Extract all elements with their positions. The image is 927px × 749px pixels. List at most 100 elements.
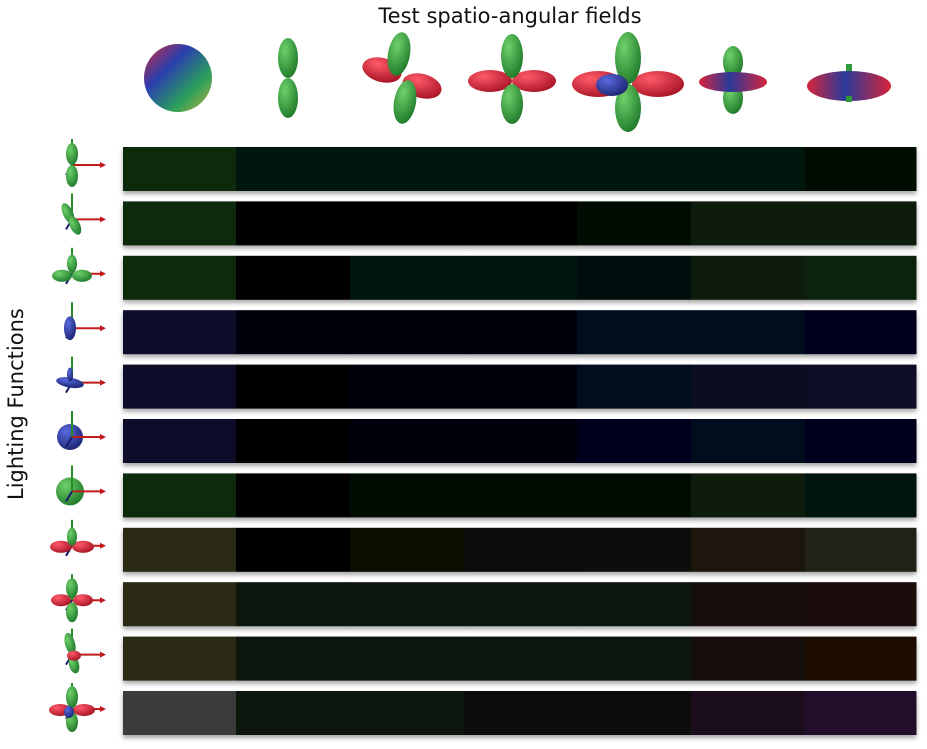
grid-cell bbox=[805, 527, 917, 572]
light-clover-icon bbox=[51, 574, 106, 623]
grid-cell bbox=[350, 473, 465, 518]
lobe-ring-icon bbox=[699, 46, 767, 114]
quadrupole-blue-core-icon bbox=[572, 32, 684, 132]
grid-cell bbox=[577, 147, 692, 191]
grid-cell bbox=[805, 419, 917, 463]
grid-cell bbox=[464, 201, 578, 246]
grid-row bbox=[123, 582, 917, 627]
torus-icon bbox=[807, 64, 891, 102]
grid-cell bbox=[123, 473, 237, 518]
grid-cell bbox=[691, 527, 806, 572]
grid-cell bbox=[577, 582, 692, 627]
light-dipole-tilted-icon bbox=[61, 193, 106, 235]
grid-cell bbox=[123, 147, 237, 191]
grid-row bbox=[123, 419, 917, 463]
grid-cell bbox=[236, 255, 351, 300]
grid-cell bbox=[464, 473, 578, 518]
grid-cell bbox=[464, 636, 578, 681]
grid-cell bbox=[805, 147, 917, 191]
grid-cell bbox=[123, 201, 237, 246]
grid-cell bbox=[691, 364, 806, 409]
grid-row bbox=[123, 527, 917, 572]
grid-cell bbox=[123, 636, 237, 681]
grid-cell bbox=[577, 419, 692, 463]
grid-cell bbox=[350, 419, 465, 463]
grid-cell bbox=[464, 364, 578, 409]
grid-row bbox=[123, 691, 917, 735]
grid-cell bbox=[236, 636, 351, 681]
grid-cell bbox=[577, 473, 692, 518]
grid-cell bbox=[691, 255, 806, 300]
grid-cell bbox=[123, 582, 237, 627]
grid-cell bbox=[236, 527, 351, 572]
grid-cell bbox=[464, 582, 578, 627]
grid-cell bbox=[577, 310, 692, 355]
grid-cell bbox=[805, 310, 917, 355]
light-rgb-clover-icon bbox=[49, 683, 106, 732]
grid-cell bbox=[691, 636, 806, 681]
grid-cell bbox=[350, 691, 465, 735]
light-rg-tilted-icon bbox=[64, 628, 106, 674]
grid-cell bbox=[464, 527, 578, 572]
grid-cell bbox=[577, 527, 692, 572]
grid-cell bbox=[691, 419, 806, 463]
grid-row bbox=[123, 255, 917, 300]
grid-cell bbox=[691, 201, 806, 246]
light-lobes-icon bbox=[52, 247, 106, 285]
grid-cell bbox=[236, 582, 351, 627]
grid-row bbox=[123, 310, 917, 355]
light-blue-sphere-icon bbox=[57, 411, 106, 450]
grid-row bbox=[123, 201, 917, 246]
grid-cell bbox=[123, 691, 237, 735]
grid-cell bbox=[236, 310, 351, 355]
grid-cell bbox=[577, 364, 692, 409]
grid-cell bbox=[691, 582, 806, 627]
grid-cell bbox=[577, 201, 692, 246]
grid-cell bbox=[805, 255, 917, 300]
grid-cell bbox=[691, 310, 806, 355]
grid-cell bbox=[805, 636, 917, 681]
grid-cell bbox=[123, 527, 237, 572]
figure-title: Test spatio-angular fields bbox=[378, 4, 642, 28]
light-green-sphere-icon bbox=[56, 465, 106, 506]
grid-cell bbox=[577, 691, 692, 735]
grid-cell bbox=[577, 636, 692, 681]
light-blue-dipole-icon bbox=[64, 302, 106, 341]
grid-cell bbox=[236, 473, 351, 518]
grid-cell bbox=[123, 255, 237, 300]
grid-cell bbox=[350, 582, 465, 627]
grid-cell bbox=[805, 473, 917, 518]
grid-cell bbox=[350, 201, 465, 246]
grid-cell bbox=[123, 310, 237, 355]
light-red-green-lobes-icon bbox=[50, 519, 106, 557]
field-icons bbox=[144, 32, 891, 132]
grid-cell bbox=[805, 364, 917, 409]
grid-cell bbox=[464, 691, 578, 735]
grid-cell bbox=[691, 691, 806, 735]
grid-cell bbox=[123, 419, 237, 463]
grid-cell bbox=[691, 147, 806, 191]
grid-row bbox=[123, 473, 917, 518]
grid-row bbox=[123, 364, 917, 409]
grid-row bbox=[123, 147, 917, 191]
grid-cell bbox=[691, 473, 806, 518]
quadrupole-tilted-icon bbox=[362, 32, 442, 124]
grid-cell bbox=[236, 691, 351, 735]
grid-cell bbox=[350, 310, 465, 355]
grid-cell bbox=[464, 419, 578, 463]
grid-cell bbox=[236, 147, 351, 191]
grid-cell bbox=[464, 147, 578, 191]
grid-cell bbox=[577, 255, 692, 300]
grid-cell bbox=[236, 201, 351, 246]
light-dipole-z-icon bbox=[65, 139, 106, 187]
light-blue-disk-icon bbox=[56, 356, 106, 394]
sphere-rgb-icon bbox=[144, 44, 212, 112]
grid-cell bbox=[464, 310, 578, 355]
grid-cell bbox=[464, 255, 578, 300]
grid-cell bbox=[350, 636, 465, 681]
grid-row bbox=[123, 636, 917, 681]
quadrupole-icon bbox=[468, 34, 556, 124]
grid-cell bbox=[350, 364, 465, 409]
grid-cell bbox=[350, 255, 465, 300]
